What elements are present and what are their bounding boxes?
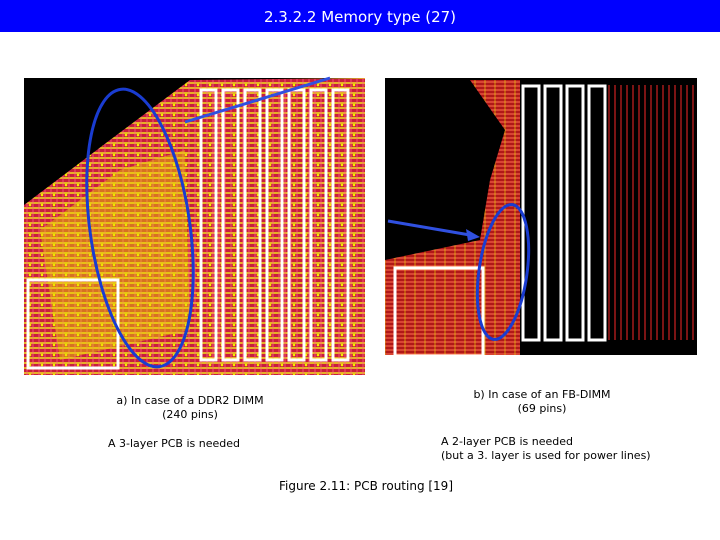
pointer-line xyxy=(184,76,331,124)
pcb-routing xyxy=(24,78,365,375)
pointer-line xyxy=(387,219,471,237)
note-line: A 2-layer PCB is needed xyxy=(441,435,573,448)
caption-line: (240 pins) xyxy=(162,408,218,421)
right-note: A 2-layer PCB is needed (but a 3. layer … xyxy=(441,435,651,463)
pcb-routing xyxy=(607,85,695,340)
caption-line: (69 pins) xyxy=(517,402,567,415)
slide-title: 2.3.2.2 Memory type (27) xyxy=(0,0,720,32)
dimm-slots xyxy=(199,88,350,362)
highlight-box xyxy=(26,278,120,370)
pcb-routing xyxy=(385,80,520,355)
highlight-box xyxy=(393,266,485,358)
figure-caption: Figure 2.11: PCB routing [19] xyxy=(278,479,454,493)
highlight-ellipse xyxy=(85,87,195,369)
caption-line: b) In case of an FB-DIMM xyxy=(473,388,611,401)
pcb-routing xyxy=(40,150,190,360)
note-line: (but a 3. layer is used for power lines) xyxy=(441,449,651,462)
pointer-arrowhead xyxy=(466,229,480,241)
caption-line: a) In case of a DDR2 DIMM xyxy=(116,394,264,407)
left-note: A 3-layer PCB is needed xyxy=(108,437,240,450)
highlight-ellipse xyxy=(475,203,531,341)
right-caption: b) In case of an FB-DIMM (69 pins) xyxy=(442,388,642,416)
left-caption: a) In case of a DDR2 DIMM (240 pins) xyxy=(90,394,290,422)
